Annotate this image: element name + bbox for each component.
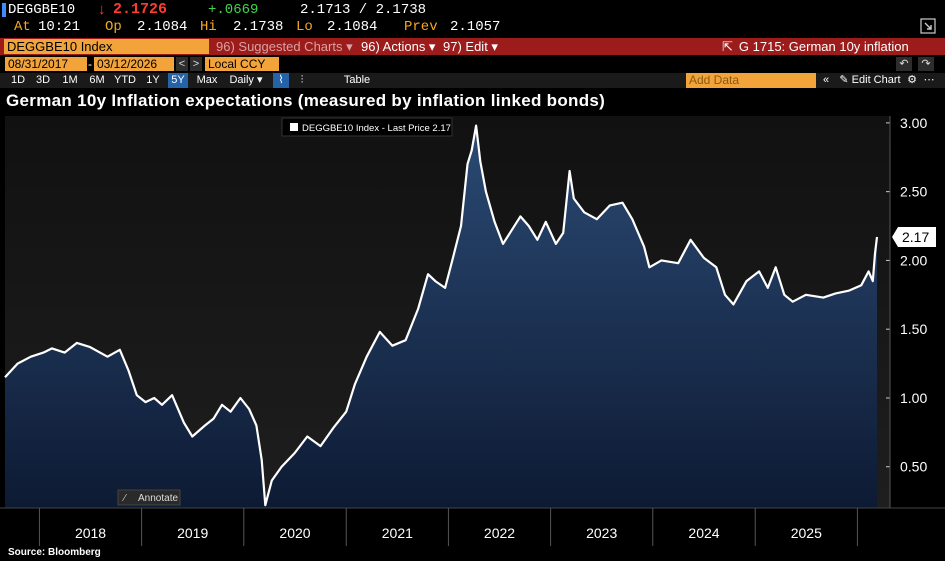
gear-icon[interactable]: ⚙ (907, 74, 917, 86)
security-input[interactable]: DEGGBE10 Index (4, 39, 209, 54)
x-tick-label: 2021 (382, 525, 413, 541)
y-tick-label: 0.50 (900, 459, 927, 475)
legend-swatch (290, 123, 298, 131)
edit-menu[interactable]: 97) Edit ▾ (443, 39, 498, 54)
area-fill (5, 125, 877, 508)
last-value-label: 2.17 (902, 229, 929, 245)
range-6m[interactable]: 6M (89, 74, 105, 86)
pin-icon: ⇱ (722, 39, 733, 54)
more-icon[interactable]: ⋯ (923, 74, 935, 86)
range-1d[interactable]: 1D (10, 74, 26, 86)
high-label: Hi (200, 19, 217, 35)
annotate-button[interactable]: ⁄ Annotate (117, 489, 181, 506)
prev-value: 2.1057 (450, 19, 501, 35)
add-data-input[interactable]: Add Data (686, 73, 816, 88)
chart-legend: DEGGBE10 Index - Last Price 2.17 (281, 117, 453, 137)
prev-label: Prev (404, 19, 438, 35)
y-tick-label: 1.00 (900, 390, 927, 406)
range-1m[interactable]: 1M (62, 74, 78, 86)
open-value: 2.1084 (137, 19, 188, 35)
pencil-icon: ✎ (839, 74, 849, 86)
low-label: Lo (296, 19, 313, 35)
undo-icon[interactable]: ↶ (896, 57, 912, 71)
x-tick-label: 2019 (177, 525, 208, 541)
y-tick-label: 2.50 (900, 184, 927, 200)
price-change: +.0669 (208, 2, 259, 18)
date-range-bar: 08/31/2017 - 03/12/2026 < > Local CCY ↶ … (0, 57, 945, 72)
x-tick-label: 2023 (586, 525, 617, 541)
pencil-icon: ⁄ (121, 493, 127, 504)
range-5y[interactable]: 5Y (168, 73, 188, 88)
start-date-input[interactable]: 08/31/2017 (5, 57, 87, 71)
open-label: Op (105, 19, 122, 35)
price-line (4, 124, 879, 507)
collapse-icon[interactable]: « (822, 74, 830, 86)
edit-chart-label: Edit Chart (851, 74, 901, 86)
actions-menu[interactable]: 96) Actions ▾ (361, 39, 436, 54)
quote-header: DEGGBE10 ↓ 2.1726 +.0669 2.1713 / 2.1738 (0, 0, 945, 20)
expand-icon[interactable] (920, 18, 936, 34)
frequency-select[interactable]: Daily ▾ (229, 74, 263, 86)
bid-ask: 2.1713 / 2.1738 (300, 2, 427, 18)
suggested-charts-menu[interactable]: 96) Suggested Charts ▾ (216, 39, 353, 54)
quote-time: 10:21 (38, 19, 81, 35)
edit-chart-button[interactable]: ✎ Edit Chart (837, 73, 903, 88)
x-tick-label: 2025 (791, 525, 822, 541)
x-tick-label: 2018 (75, 525, 106, 541)
y-tick-label: 2.00 (900, 252, 927, 268)
table-button[interactable]: Table (343, 74, 371, 86)
y-tick-label: 3.00 (900, 116, 927, 131)
line-chart-icon[interactable]: ⌇ (273, 73, 289, 88)
page-title-text: G 1715: German 10y inflation (738, 39, 909, 54)
chart-title: German 10y Inflation expectations (measu… (6, 91, 606, 110)
at-label: At (14, 19, 31, 35)
down-arrow-icon: ↓ (98, 1, 106, 18)
date-separator: - (88, 57, 92, 71)
range-max[interactable]: Max (196, 74, 218, 86)
annotate-label: Annotate (138, 493, 178, 504)
low-value: 2.1084 (327, 19, 378, 35)
next-period-button[interactable]: > (190, 57, 202, 71)
prev-period-button[interactable]: < (176, 57, 188, 71)
line-area-chart[interactable]: 0.50 1.00 1.50 2.00 2.50 3.00 2018 2019 2020 202… (0, 116, 945, 546)
y-tick-label: 1.50 (900, 321, 927, 337)
range-1y[interactable]: 1Y (146, 74, 160, 86)
x-tick-label: 2024 (688, 525, 719, 541)
x-tick-label: 2022 (484, 525, 515, 541)
end-date-input[interactable]: 03/12/2026 (94, 57, 174, 71)
quote-stats: At 10:21 Op 2.1084 Hi 2.1738 Lo 2.1084 P… (0, 19, 945, 37)
high-value: 2.1738 (233, 19, 284, 35)
currency-select[interactable]: Local CCY (205, 57, 279, 71)
command-bar: DEGGBE10 Index 96) Suggested Charts ▾ 96… (0, 38, 945, 55)
candle-chart-icon[interactable]: ⫶ (300, 74, 304, 86)
source-note: Source: Bloomberg (8, 547, 101, 558)
legend-label: DEGGBE10 Index - Last Price 2.17 (302, 123, 451, 134)
redo-icon[interactable]: ↷ (918, 57, 934, 71)
ticker-marker (2, 3, 6, 17)
last-price: 2.1726 (113, 1, 168, 18)
last-value-tag: 2.17 (892, 227, 936, 248)
page-title[interactable]: ⇱ G 1715: German 10y inflation (722, 38, 909, 55)
ticker-symbol[interactable]: DEGGBE10 (8, 2, 76, 18)
range-3d[interactable]: 3D (35, 74, 51, 86)
toolbar: 1D 3D 1M 6M YTD 1Y 5Y Max Daily ▾ ⌇ ⫶ Ta… (0, 73, 945, 88)
range-ytd[interactable]: YTD (114, 74, 136, 86)
x-tick-label: 2020 (279, 525, 310, 541)
